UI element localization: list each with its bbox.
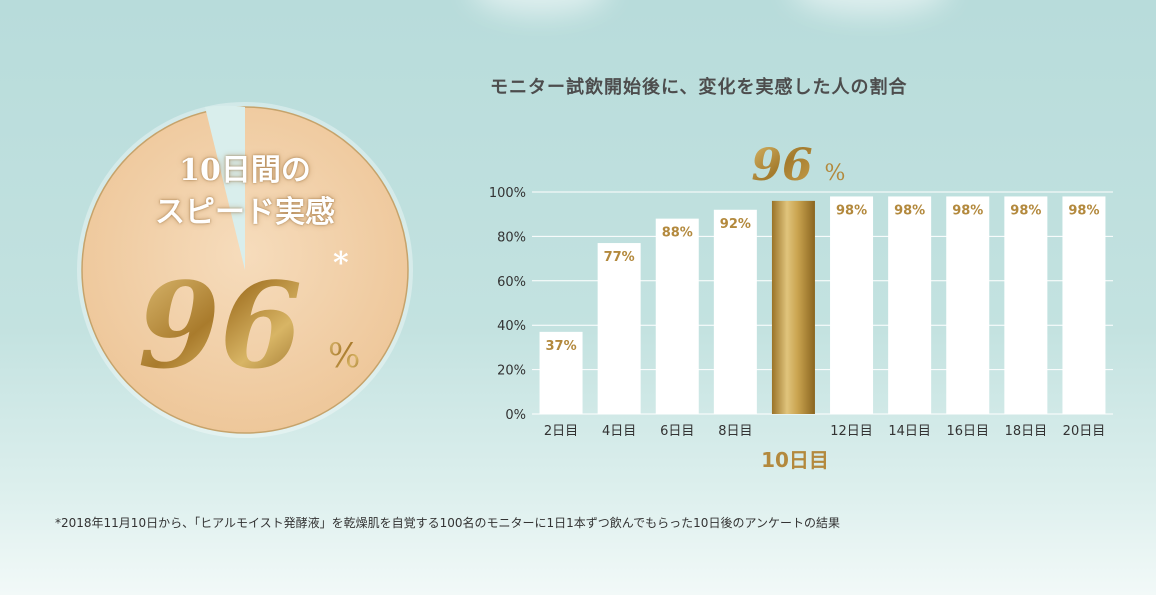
bar-data-label: 98%	[836, 203, 867, 218]
background-glow	[470, 0, 610, 15]
x-tick-label: 8日目	[718, 424, 752, 439]
x-tick-label: 18日目	[1005, 424, 1048, 439]
highlight-category-label: 10日目	[761, 448, 829, 472]
y-tick-label: 0%	[505, 408, 526, 423]
badge-circle	[77, 102, 413, 438]
bar-data-label: 98%	[1068, 203, 1099, 218]
bar	[1004, 196, 1048, 414]
pie-gap-wedge	[205, 105, 245, 270]
bar-data-label: 98%	[952, 203, 983, 218]
badge-number: 96 * %	[138, 246, 360, 395]
bar	[655, 218, 699, 414]
badge-asterisk: *	[333, 246, 349, 281]
y-tick-label: 100%	[489, 186, 526, 201]
highlight-value: 96	[751, 140, 812, 191]
y-tick-label: 80%	[497, 230, 526, 245]
bar-data-label: 98%	[1010, 203, 1041, 218]
bar	[830, 196, 874, 414]
bar-data-label: 92%	[720, 217, 751, 232]
bar	[597, 243, 641, 414]
x-tick-label: 14日目	[888, 424, 931, 439]
y-tick-label: 20%	[497, 364, 526, 379]
x-tick-label: 12日目	[830, 424, 873, 439]
badge-unit: %	[328, 336, 360, 376]
y-tick-label: 40%	[497, 319, 526, 334]
bar	[946, 196, 990, 414]
x-tick-label: 4日目	[602, 424, 636, 439]
bar-data-label: 37%	[545, 339, 576, 354]
highlight-unit: %	[825, 161, 846, 186]
footnote: *2018年11月10日から、「ヒアルモイスト発酵液」を乾燥肌を自覚する100名…	[55, 516, 840, 530]
badge-line2: スピード実感	[155, 195, 335, 230]
chart-title: モニター試飲開始後に、変化を実感した人の割合	[490, 77, 908, 98]
x-tick-label: 16日目	[946, 424, 989, 439]
bar-highlight	[771, 200, 815, 414]
bar	[713, 209, 757, 414]
x-tick-label: 2日目	[544, 424, 578, 439]
speed-badge: 10日間の スピード実感 96 * %	[70, 95, 420, 445]
bar-data-label: 98%	[894, 203, 925, 218]
badge-line1: 10日間の	[179, 153, 311, 188]
background-glow	[790, 0, 950, 15]
bar-data-label: 88%	[662, 226, 693, 241]
bar-data-label: 77%	[604, 250, 635, 265]
bar	[539, 331, 583, 414]
x-tick-label: 6日目	[660, 424, 694, 439]
x-tick-label: 20日目	[1063, 424, 1106, 439]
bar	[1062, 196, 1106, 414]
bar	[888, 196, 932, 414]
badge-value: 96	[138, 256, 302, 395]
y-tick-label: 60%	[497, 275, 526, 290]
